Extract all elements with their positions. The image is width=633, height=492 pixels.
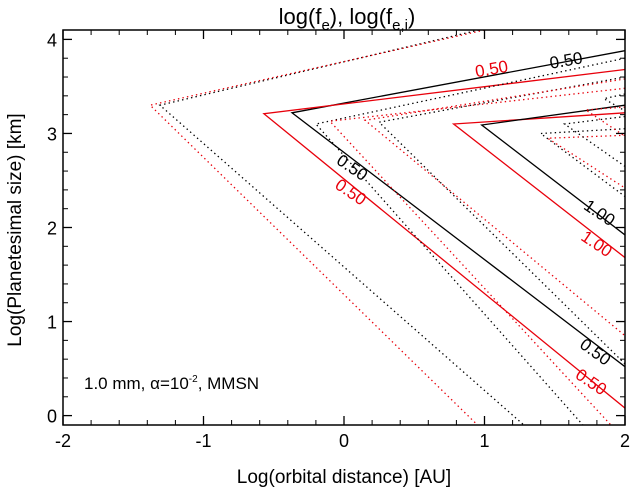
- contour-line-red-solid-9: [451, 112, 625, 259]
- axis-ticks: -2 -1 0 1 2 0 1 2 3 4: [47, 30, 630, 451]
- contour-line-black-dotted-13: [562, 115, 625, 167]
- y-tick-label: 4: [47, 30, 57, 50]
- contour-label-red-6: 1.00: [578, 227, 616, 261]
- x-tick-label: 2: [620, 431, 630, 451]
- contour-line-red-dotted-14: [583, 106, 625, 137]
- contour-line-black-dotted-11: [538, 128, 625, 198]
- x-tick-label: -1: [195, 431, 211, 451]
- parameter-annotation: 1.0 mm, α=10-2, MMSN: [84, 374, 259, 393]
- y-tick-label: 2: [47, 219, 57, 239]
- y-tick-label: 0: [47, 407, 57, 427]
- contour-line-red-dotted-8: [363, 78, 625, 337]
- contour-line-black-dotted-1: [158, 30, 525, 425]
- contour-label-red-4: 0.50: [332, 175, 370, 209]
- contour-lines: [148, 30, 625, 425]
- x-axis-label: Log(orbital distance) [AU]: [237, 467, 451, 488]
- contour-line-red-dotted-2: [148, 30, 485, 425]
- contour-label-black-1: 0.50: [548, 48, 584, 72]
- contour-line-black-solid-10: [480, 104, 625, 236]
- y-axis-label: Log(Planetesimal size) [km]: [5, 113, 26, 346]
- contour-line-black-dotted-7: [377, 76, 625, 365]
- contour-labels: 0.500.500.500.501.001.000.500.50: [332, 48, 619, 399]
- contour-line-black-solid-3: [290, 50, 625, 368]
- chart-title: log(fe), log(fe,i): [279, 4, 416, 34]
- y-tick-label: 1: [47, 313, 57, 333]
- contour-line-red-dotted-12: [545, 134, 625, 189]
- y-tick-label: 3: [47, 124, 57, 144]
- contour-line-black-dotted-5: [314, 57, 625, 425]
- contour-line-black-dotted-15: [602, 93, 625, 112]
- contour-label-black-7: 0.50: [576, 335, 614, 370]
- x-tick-label: 0: [339, 431, 349, 451]
- x-tick-label: -2: [55, 431, 71, 451]
- contour-line-red-solid-4: [262, 68, 625, 409]
- x-tick-label: 1: [479, 431, 489, 451]
- contour-label-red-2: 0.50: [474, 57, 510, 81]
- plot-frame: [62, 29, 626, 426]
